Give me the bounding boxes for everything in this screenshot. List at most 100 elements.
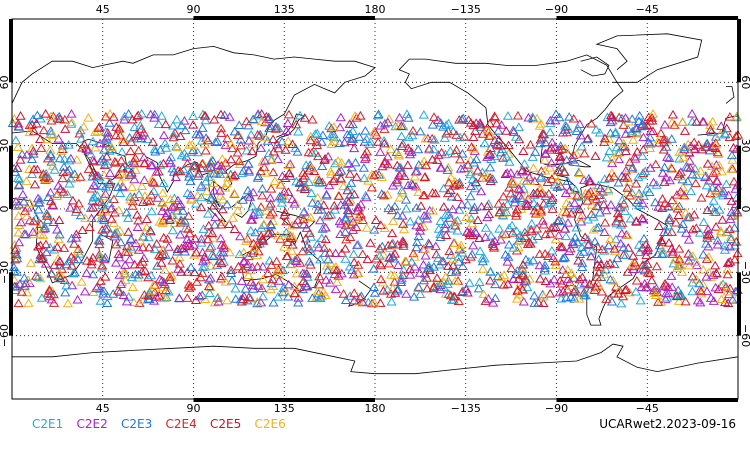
observation-marker [535, 184, 546, 194]
observation-marker [211, 260, 223, 269]
observation-marker [518, 271, 530, 280]
observation-marker [247, 262, 258, 272]
observation-marker [414, 268, 425, 277]
observation-marker [564, 246, 575, 256]
observation-marker [366, 182, 377, 192]
observation-marker [510, 132, 522, 141]
observation-marker [657, 203, 668, 212]
observation-marker [252, 110, 263, 120]
observation-marker [543, 188, 554, 198]
observation-marker [379, 156, 391, 166]
observation-marker [17, 149, 28, 158]
observation-marker [680, 296, 691, 306]
observation-marker [601, 152, 612, 162]
observation-marker [619, 173, 630, 182]
observation-marker [274, 191, 285, 201]
observation-marker [280, 286, 291, 296]
observation-marker [112, 285, 124, 295]
observation-marker [241, 145, 252, 155]
observation-marker [446, 267, 457, 276]
observation-marker [656, 236, 667, 246]
observation-marker [487, 237, 498, 247]
observation-marker [540, 137, 551, 147]
observation-marker [145, 270, 157, 280]
observation-marker [480, 232, 491, 241]
observation-marker [165, 158, 176, 167]
observation-marker [486, 231, 497, 240]
observation-marker [154, 217, 165, 226]
observation-marker [549, 274, 560, 284]
observation-marker [592, 201, 604, 211]
observation-marker [373, 137, 384, 146]
observation-marker [617, 141, 628, 150]
observation-marker [445, 146, 456, 155]
observation-marker [471, 154, 482, 164]
observation-marker [393, 150, 405, 160]
observation-marker [208, 251, 219, 261]
observation-marker [721, 179, 732, 189]
observation-marker [183, 279, 194, 289]
observation-marker [427, 205, 438, 215]
observation-marker [133, 145, 144, 155]
observation-marker [14, 279, 25, 288]
observation-marker [163, 286, 174, 296]
observation-marker [620, 285, 631, 295]
observation-marker [468, 120, 479, 130]
observation-marker [636, 282, 647, 292]
observation-marker [24, 198, 35, 207]
observation-marker [199, 261, 210, 271]
observation-marker [374, 251, 385, 260]
observation-marker [389, 201, 400, 211]
observation-marker [696, 144, 708, 154]
observation-marker [135, 235, 146, 245]
observation-marker [721, 227, 732, 236]
observation-marker [147, 137, 159, 146]
observation-marker [96, 197, 107, 207]
observation-marker [220, 183, 231, 192]
observation-marker [475, 246, 486, 255]
observation-marker [600, 217, 611, 227]
observation-marker [431, 282, 442, 291]
observation-marker [217, 204, 228, 214]
observation-marker [540, 276, 551, 286]
observation-marker [487, 239, 498, 249]
observation-marker [307, 197, 318, 207]
observation-marker [696, 288, 707, 298]
observation-marker [657, 245, 668, 254]
observation-marker [724, 241, 735, 251]
observation-marker [454, 180, 465, 189]
observation-marker [511, 208, 522, 217]
observation-marker [609, 244, 620, 253]
observation-marker [329, 200, 340, 210]
observation-marker [622, 230, 633, 240]
observation-marker [441, 120, 452, 130]
observation-marker [363, 175, 374, 185]
observation-marker [607, 154, 618, 163]
observation-marker [704, 175, 715, 185]
observation-marker [199, 251, 210, 261]
observation-marker [58, 187, 69, 196]
observation-marker [453, 296, 464, 306]
observation-marker [132, 111, 143, 121]
observation-marker [527, 112, 538, 122]
observation-marker [402, 180, 414, 190]
observation-marker [338, 181, 349, 191]
observation-marker [127, 196, 138, 206]
frame-bar-left-0 [9, 19, 13, 83]
observation-marker [474, 277, 485, 286]
observation-marker [564, 112, 575, 121]
observation-marker [116, 155, 127, 165]
observation-marker [536, 188, 547, 198]
observation-marker [194, 291, 205, 301]
observation-marker [478, 289, 489, 298]
observation-marker [54, 215, 65, 224]
observation-marker [240, 284, 251, 293]
observation-marker [401, 203, 412, 213]
observation-marker [560, 223, 571, 233]
observation-marker [623, 243, 634, 252]
observation-marker [456, 287, 467, 296]
observation-marker [435, 216, 446, 225]
observation-marker [403, 132, 415, 141]
observation-marker [731, 111, 742, 121]
observation-marker [383, 258, 395, 268]
